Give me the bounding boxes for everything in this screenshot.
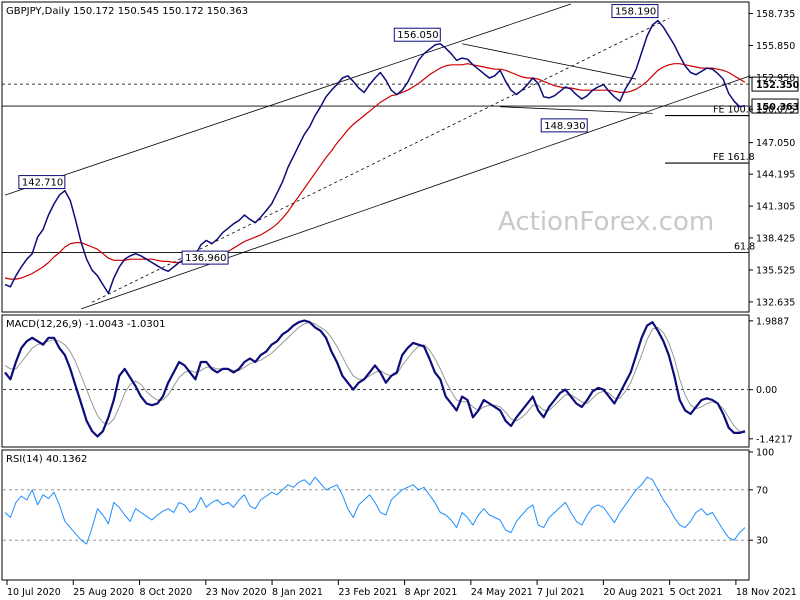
macd-y-axis: 1.9887 0.00 -1.4217: [749, 316, 793, 445]
main-y-tick-label: 132.635: [756, 297, 795, 308]
main-y-tick-label: 150.075: [756, 105, 795, 116]
triangle-top-line: [461, 43, 637, 80]
main-y-tick-label: 138.425: [756, 233, 795, 244]
x-tick-label: 7 Jul 2021: [537, 587, 585, 598]
macd-y-tick-label: -1.4217: [756, 434, 793, 445]
level-label: 61.8: [734, 242, 755, 253]
watermark: ActionForex.com: [498, 207, 714, 237]
rsi-y-tick-label: 70: [756, 485, 768, 496]
triangle-base-line: [500, 106, 653, 114]
pivot-label: 158.190: [615, 7, 656, 18]
macd-header: MACD(12,26,9) -1.0043 -1.0301: [6, 319, 166, 330]
rsi-y-tick-label: 100: [756, 448, 774, 459]
pivot-label: 142.710: [22, 178, 63, 189]
x-tick-label: 8 Apr 2021: [405, 587, 458, 598]
main-header: GBPJPY,Daily 150.172 150.545 150.172 150…: [6, 6, 248, 17]
price-box-label: 152.350: [756, 80, 800, 91]
x-tick-label: 24 May 2021: [471, 587, 533, 598]
pivot-box: [181, 250, 229, 265]
price-line: [4, 19, 746, 295]
x-tick-label: 8 Oct 2020: [140, 587, 193, 598]
channel-mid-line: [91, 18, 670, 303]
main-y-tick-label: 147.050: [756, 138, 795, 149]
level-label: FE 161.8: [713, 152, 755, 163]
x-tick-label: 10 Jul 2020: [7, 587, 61, 598]
main-plot: FE 100.0 FE 161.8 61.8 156.050 158.190 148.93…: [2, 3, 800, 310]
level-label: FE 100.0: [713, 105, 755, 116]
channel-upper-line: [4, 3, 572, 196]
pivot-box: [611, 4, 659, 19]
x-tick-label: 18 Nov 2021: [736, 587, 797, 598]
macd-panel: MACD(12,26,9) -1.0043 -1.0301 1.9887 0.00…: [1, 314, 793, 448]
macd-signal-line: [4, 321, 746, 434]
price-box: [751, 98, 799, 114]
channel-lower-line: [81, 75, 751, 310]
main-y-tick-label: 155.850: [756, 41, 795, 52]
price-box: [751, 76, 799, 92]
main-y-tick-label: 141.305: [756, 202, 795, 213]
macd-line: [4, 319, 746, 438]
x-tick-label: 20 Aug 2021: [603, 587, 664, 598]
ema-line: [4, 63, 746, 280]
main-y-tick-label: 144.195: [756, 170, 795, 181]
x-tick-label: 23 Nov 2020: [206, 587, 267, 598]
x-tick-label: 23 Feb 2021: [338, 587, 397, 598]
rsi-y-tick-label: 30: [756, 536, 768, 547]
macd-y-tick-label: 1.9887: [756, 316, 789, 327]
pivot-box: [18, 175, 66, 190]
rsi-y-axis: 100 70 30: [749, 448, 774, 547]
pivot-label: 148.930: [544, 121, 585, 132]
x-tick-label: 5 Oct 2021: [670, 587, 723, 598]
macd-plot: [3, 319, 748, 438]
pivot-box: [540, 118, 588, 133]
main-y-tick-label: 158.735: [756, 9, 795, 20]
x-axis: 10 Jul 2020 25 Aug 2020 8 Oct 2020 23 Nov 2…: [6, 580, 797, 598]
pivot-box: [393, 27, 441, 42]
main-y-axis: 158.735 155.850 152.950 150.075 147.050 144.1…: [749, 9, 795, 308]
pivot-label: 136.960: [185, 253, 226, 264]
main-y-tick-label: 135.525: [756, 265, 795, 276]
rsi-line: [4, 476, 746, 545]
main-panel: ActionForex.com FE 100.0 FE 161.8 61.8 156.…: [1, 1, 800, 313]
rsi-header: RSI(14) 40.1362: [6, 454, 87, 465]
rsi-panel: RSI(14) 40.1362 100 70 30: [1, 448, 774, 581]
price-box-label: 150.363: [756, 102, 799, 113]
macd-y-tick-label: 0.00: [756, 385, 777, 396]
pivot-label: 156.050: [397, 30, 438, 41]
main-y-tick-label: 152.950: [756, 73, 795, 84]
x-tick-label: 25 Aug 2020: [73, 587, 134, 598]
x-tick-label: 8 Jan 2021: [272, 587, 323, 598]
rsi-plot: [3, 476, 748, 545]
